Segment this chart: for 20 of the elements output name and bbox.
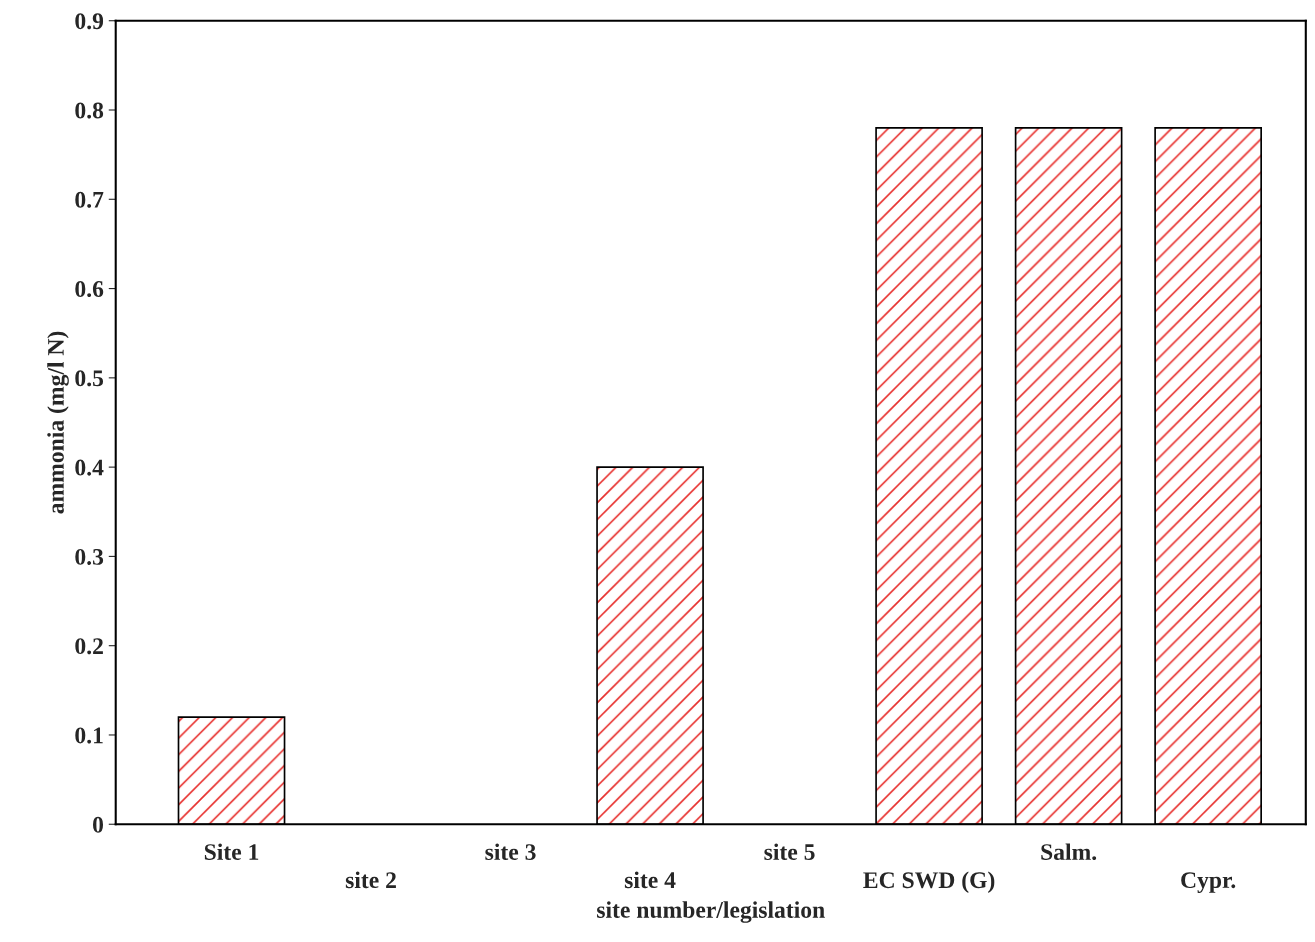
y-axis-title: ammonia (mg/l N) — [47, 331, 69, 514]
y-tick-label: 0.1 — [75, 727, 103, 744]
x-tick-label: site 2 — [345, 871, 396, 889]
x-tick-label: Site 1 — [204, 843, 259, 861]
x-tick-label: site 3 — [485, 843, 536, 861]
x-tick-label: Cypr. — [1181, 872, 1236, 893]
y-tick-label: 0.6 — [75, 281, 104, 298]
x-tick-label: Salm. — [1041, 843, 1097, 861]
y-tick-label: 0.7 — [75, 191, 104, 208]
y-tick-label: 0.9 — [75, 13, 104, 30]
y-tick-label: 0.8 — [75, 102, 104, 119]
y-tick-label: 0.5 — [75, 370, 104, 387]
x-tick-label: site 5 — [764, 843, 815, 861]
y-tick-label: 0.3 — [75, 548, 104, 565]
x-axis-title: site number/legislation — [597, 901, 825, 923]
y-tick-label: 0.2 — [75, 638, 103, 655]
x-tick-label: site 4 — [624, 871, 676, 889]
x-tick-label: EC SWD (G) — [863, 871, 995, 893]
y-tick-label: 0 — [93, 816, 104, 833]
y-tick-label: 0.4 — [75, 459, 104, 476]
